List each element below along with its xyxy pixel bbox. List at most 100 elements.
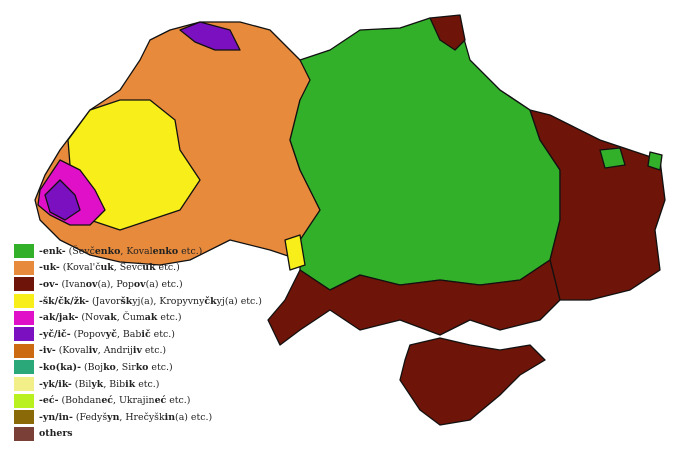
legend-item-others: others bbox=[14, 426, 262, 443]
legend-label-part: (Ševč bbox=[65, 245, 95, 257]
legend-item-ko: -ko(ka)- (Bojko, Sirko etc.) bbox=[14, 359, 262, 376]
legend-swatch bbox=[14, 426, 34, 441]
legend-label-part: ov bbox=[85, 278, 98, 290]
legend-label-part: enko bbox=[152, 245, 179, 257]
legend-label-part: iv bbox=[88, 345, 98, 357]
legend-label-part: yk bbox=[91, 378, 104, 390]
legend-label-part: ko bbox=[103, 361, 116, 373]
legend-swatch bbox=[14, 327, 34, 342]
legend-label-part: etc.) bbox=[141, 345, 167, 357]
legend-label: others bbox=[39, 428, 73, 439]
legend-label-part: , Čum bbox=[116, 312, 145, 324]
legend-label-part: ak bbox=[104, 312, 117, 324]
legend-label: -šk/čk/žk- (Javorškyj(a), Kropyvnyčkyj(a… bbox=[39, 296, 262, 307]
legend-label-part: -eć- bbox=[39, 395, 59, 407]
legend-label-part: -ko(ka)- bbox=[39, 361, 81, 373]
legend-label-part: -ak/jak- bbox=[39, 312, 79, 324]
legend-label-part: -yn/in- bbox=[39, 411, 73, 423]
legend-label: -eć- (Bohdaneć, Ukrajineć etc.) bbox=[39, 395, 190, 406]
legend-label-part: yn bbox=[107, 411, 120, 423]
legend-swatch bbox=[14, 244, 34, 259]
legend-label-part: , Sir bbox=[115, 361, 136, 373]
legend-label-part: etc.) bbox=[148, 361, 173, 373]
legend-label-part: yj(a) etc.) bbox=[216, 295, 262, 307]
legend-item-ov: -ov- (Ivanov(a), Popov(a) etc.) bbox=[14, 276, 262, 293]
legend-label-part: ič bbox=[141, 328, 151, 340]
legend-label-part: uk bbox=[142, 262, 156, 274]
legend-item-yc: -yč/ič- (Popovyč, Babič etc.) bbox=[14, 326, 262, 343]
legend-label-part: in bbox=[164, 411, 176, 423]
legend-label-part: (Bil bbox=[71, 378, 92, 390]
legend-label: -uk- (Koval'čuk, Ševčuk etc.) bbox=[39, 262, 180, 273]
legend-label-part: (a) etc.) bbox=[145, 278, 183, 290]
region-yc-north bbox=[179, 21, 241, 51]
legend-label-part: , Bib bbox=[103, 378, 126, 390]
region-ov-crimea bbox=[399, 337, 546, 426]
legend-label-part: etc.) bbox=[178, 245, 203, 257]
legend-item-sk: -šk/čk/žk- (Javorškyj(a), Kropyvnyčkyj(a… bbox=[14, 293, 262, 310]
legend-label-part: -iv- bbox=[39, 345, 56, 357]
region-sk-south-patch bbox=[284, 234, 306, 271]
legend-label: -yn/in- (Fedyšyn, Hrečyškin(a) etc.) bbox=[39, 412, 212, 423]
legend-label-part: , Andrij bbox=[97, 345, 133, 357]
legend-label-part: , Hrečyšk bbox=[119, 411, 165, 423]
legend-item-iv: -iv- (Kovaliv, Andrijiv etc.) bbox=[14, 343, 262, 360]
legend-label-part: etc.) bbox=[135, 378, 160, 390]
region-enk-east-patch bbox=[599, 147, 626, 169]
legend-item-enk: -enk- (Ševčenko, Kovalenko etc.) bbox=[14, 243, 262, 260]
legend-label-part: ik bbox=[125, 378, 136, 390]
legend-label-part: yj(a), Kropyvny bbox=[132, 295, 205, 307]
legend-label-part: (Popov bbox=[70, 328, 106, 340]
legend-item-yk: -yk/ik- (Bilyk, Bibik etc.) bbox=[14, 376, 262, 393]
legend-label-part: -yč/ič- bbox=[39, 328, 71, 340]
legend-swatch bbox=[14, 294, 34, 309]
legend-swatch bbox=[14, 393, 34, 408]
legend-label-part: enko bbox=[94, 245, 121, 257]
legend-label-part: iv bbox=[132, 345, 142, 357]
legend-label: -yč/ič- (Popovyč, Babič etc.) bbox=[39, 329, 175, 340]
legend-label: -yk/ik- (Bilyk, Bibik etc.) bbox=[39, 379, 159, 390]
legend-swatch bbox=[14, 410, 34, 425]
legend-swatch bbox=[14, 343, 34, 358]
legend-label-part: (Fedyš bbox=[72, 411, 108, 423]
legend-label-part: (a) etc.) bbox=[175, 411, 213, 423]
legend: -enk- (Ševčenko, Kovalenko etc.) -uk- (Ko… bbox=[14, 243, 262, 442]
legend-label: -ko(ka)- (Bojko, Sirko etc.) bbox=[39, 362, 173, 373]
legend-label-part: (Bohdan bbox=[58, 395, 102, 407]
legend-swatch bbox=[14, 360, 34, 375]
region-ov-northeast bbox=[429, 14, 466, 51]
legend-label-part: , Ševč bbox=[113, 262, 143, 274]
legend-label-part: ko bbox=[135, 361, 149, 373]
legend-label-part: eć bbox=[101, 395, 113, 407]
legend-item-ak: -ak/jak- (Novak, Čumak etc.) bbox=[14, 309, 262, 326]
region-enk-east-patch2 bbox=[647, 151, 663, 171]
legend-label-part: yč bbox=[105, 328, 117, 340]
legend-label-part: (a), Pop bbox=[97, 278, 134, 290]
legend-label: -iv- (Kovaliv, Andrijiv etc.) bbox=[39, 345, 166, 356]
legend-label-part: (Nov bbox=[78, 312, 105, 324]
legend-label-part: (Javor bbox=[89, 295, 121, 307]
legend-label: -enk- (Ševčenko, Kovalenko etc.) bbox=[39, 246, 202, 257]
legend-item-uk: -uk- (Koval'čuk, Ševčuk etc.) bbox=[14, 260, 262, 277]
legend-label-part: , Koval bbox=[120, 245, 153, 257]
legend-label-part: , Ukrajin bbox=[113, 395, 155, 407]
region-ov-east bbox=[499, 89, 666, 301]
legend-label-part: etc.) bbox=[166, 395, 191, 407]
legend-label-part: uk bbox=[100, 262, 114, 274]
legend-label-part: etc.) bbox=[150, 328, 175, 340]
region-ov-south bbox=[267, 259, 561, 346]
legend-item-ec: -eć- (Bohdaneć, Ukrajineć etc.) bbox=[14, 392, 262, 409]
legend-label: -ak/jak- (Novak, Čumak etc.) bbox=[39, 312, 182, 323]
legend-label-part: (Ivan bbox=[58, 278, 86, 290]
legend-label-part: (Koval bbox=[55, 345, 89, 357]
legend-label-part: etc.) bbox=[155, 262, 180, 274]
legend-label-part: ak bbox=[144, 312, 158, 324]
legend-swatch bbox=[14, 277, 34, 292]
region-yc bbox=[44, 179, 81, 221]
legend-item-yn: -yn/in- (Fedyšyn, Hrečyškin(a) etc.) bbox=[14, 409, 262, 426]
legend-label-part: -yk/ik- bbox=[39, 378, 72, 390]
legend-label-part: (Boj bbox=[80, 361, 104, 373]
legend-label-part: (Koval'č bbox=[59, 262, 101, 274]
legend-swatch bbox=[14, 260, 34, 275]
